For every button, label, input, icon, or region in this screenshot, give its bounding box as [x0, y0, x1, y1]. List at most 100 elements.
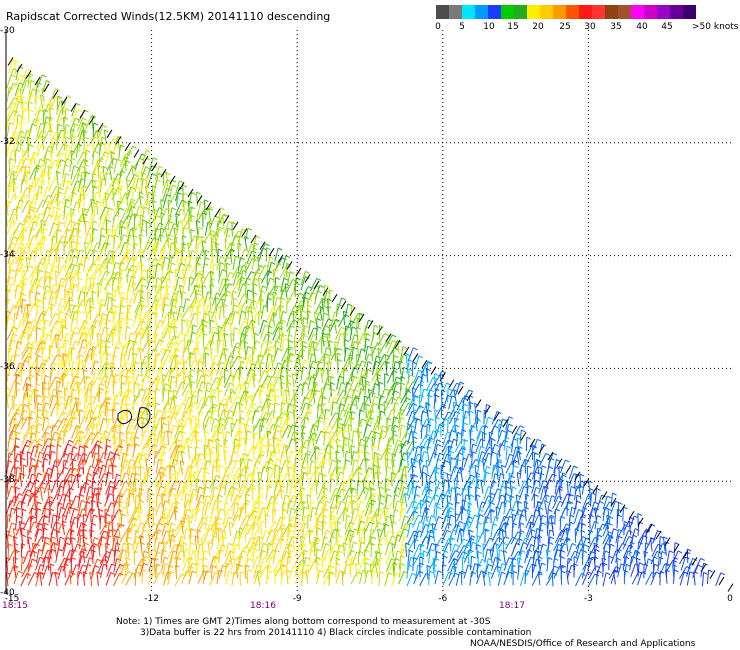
wind-barb — [161, 179, 168, 194]
wind-barb-flag — [20, 368, 26, 372]
wind-barb-flag — [434, 409, 439, 413]
wind-barb-flag — [123, 345, 128, 349]
wind-barb — [351, 430, 354, 445]
wind-barb-flag — [118, 276, 124, 280]
wind-barb-flag — [214, 242, 220, 246]
wind-barb-flag — [133, 340, 138, 344]
wind-barb — [22, 265, 30, 279]
wind-barb-flag — [56, 380, 62, 384]
wind-barb-flag — [397, 439, 402, 443]
wind-barb-flag — [70, 249, 75, 253]
wind-barb — [197, 410, 200, 425]
wind-barb-flag — [75, 375, 80, 379]
wind-barb — [29, 299, 37, 313]
wind-barb-flag — [20, 121, 26, 125]
wind-barb — [168, 242, 172, 257]
wind-barb — [29, 178, 35, 193]
wind-barb — [315, 335, 323, 349]
wind-barb — [260, 305, 265, 320]
wind-barb-flag — [356, 326, 361, 330]
wind-barb-flag — [341, 297, 346, 301]
wind-barb-flag — [573, 465, 578, 469]
wind-barb — [167, 199, 170, 215]
wind-barb-flag — [233, 327, 239, 330]
wind-barb-flag — [57, 338, 63, 342]
wind-barb-flag — [165, 296, 170, 300]
wind-barb-flag — [99, 157, 104, 161]
wind-barb — [461, 457, 464, 472]
wind-barb-flag — [91, 201, 97, 205]
wind-barb — [15, 305, 20, 320]
wind-barb — [238, 390, 245, 405]
wind-barb-flag — [307, 304, 312, 308]
wind-barb-flag — [417, 453, 423, 457]
wind-barb-flag — [138, 262, 144, 265]
wind-barb — [294, 325, 298, 340]
wind-barb — [92, 368, 96, 383]
wind-barb-flag — [21, 234, 26, 238]
wind-barb — [27, 395, 30, 410]
wind-barb-flag — [114, 214, 120, 218]
wind-barb-flag — [210, 229, 216, 233]
wind-barb-flag — [117, 173, 123, 177]
wind-barb-flag — [369, 409, 375, 413]
wind-barb-flag — [419, 394, 424, 398]
wind-barb — [27, 403, 31, 418]
wind-barb — [21, 432, 29, 446]
wind-barb — [399, 425, 402, 440]
wind-barb — [20, 179, 23, 194]
wind-barb — [64, 263, 72, 277]
wind-barb-flag — [137, 177, 143, 181]
wind-barb — [42, 395, 46, 410]
wind-barb — [70, 173, 77, 187]
wind-barb-flag — [129, 234, 134, 238]
wind-barb — [41, 80, 47, 95]
wind-barb-flag — [308, 345, 314, 349]
wind-barb-flag — [253, 247, 258, 251]
wind-barb-flag — [168, 270, 174, 274]
wind-barb-flag — [66, 381, 72, 385]
wind-barb — [26, 303, 29, 319]
wind-barb — [62, 333, 67, 348]
wind-barb-flag — [179, 180, 184, 184]
wind-barb-flag — [371, 346, 377, 350]
wind-barb-flag — [121, 374, 127, 378]
colorbar-segment — [540, 5, 553, 19]
wind-barb-flag — [47, 262, 52, 266]
wind-barb-flag — [302, 334, 307, 338]
wind-barb-flag — [63, 354, 69, 358]
wind-barb-flag — [145, 360, 151, 364]
wind-barb-flag — [27, 129, 33, 133]
wind-barb-flag — [210, 233, 216, 237]
wind-barb-flag — [112, 254, 118, 258]
wind-barb — [34, 395, 38, 409]
wind-barb — [146, 237, 155, 251]
wind-barb-flag — [150, 380, 156, 384]
wind-barb — [265, 410, 273, 424]
wind-barb-flag — [135, 443, 140, 447]
wind-barb — [22, 130, 28, 144]
wind-barb — [349, 341, 355, 355]
wind-barb-flag — [160, 250, 165, 253]
wind-barb-flag — [108, 207, 114, 211]
wind-barb — [224, 410, 230, 424]
wind-barb-flag — [25, 170, 31, 174]
wind-barb-flag — [12, 102, 17, 105]
wind-barb — [15, 319, 23, 333]
wind-barb-flag — [79, 262, 84, 266]
wind-barb-flag — [50, 150, 56, 154]
wind-barb-flag — [41, 312, 46, 316]
wind-barb — [39, 242, 43, 257]
wind-barb-flag — [85, 220, 90, 224]
wind-barb-flag — [89, 233, 95, 237]
wind-barb-flag — [196, 289, 202, 293]
wind-barb-flag — [418, 355, 424, 359]
wind-barb-flag — [43, 227, 48, 231]
wind-barb-flag — [246, 325, 251, 329]
wind-barb — [127, 381, 130, 396]
wind-barb — [405, 381, 413, 395]
wind-barb — [97, 248, 103, 262]
wind-barb — [181, 291, 183, 306]
wind-barb-flag — [85, 208, 90, 212]
